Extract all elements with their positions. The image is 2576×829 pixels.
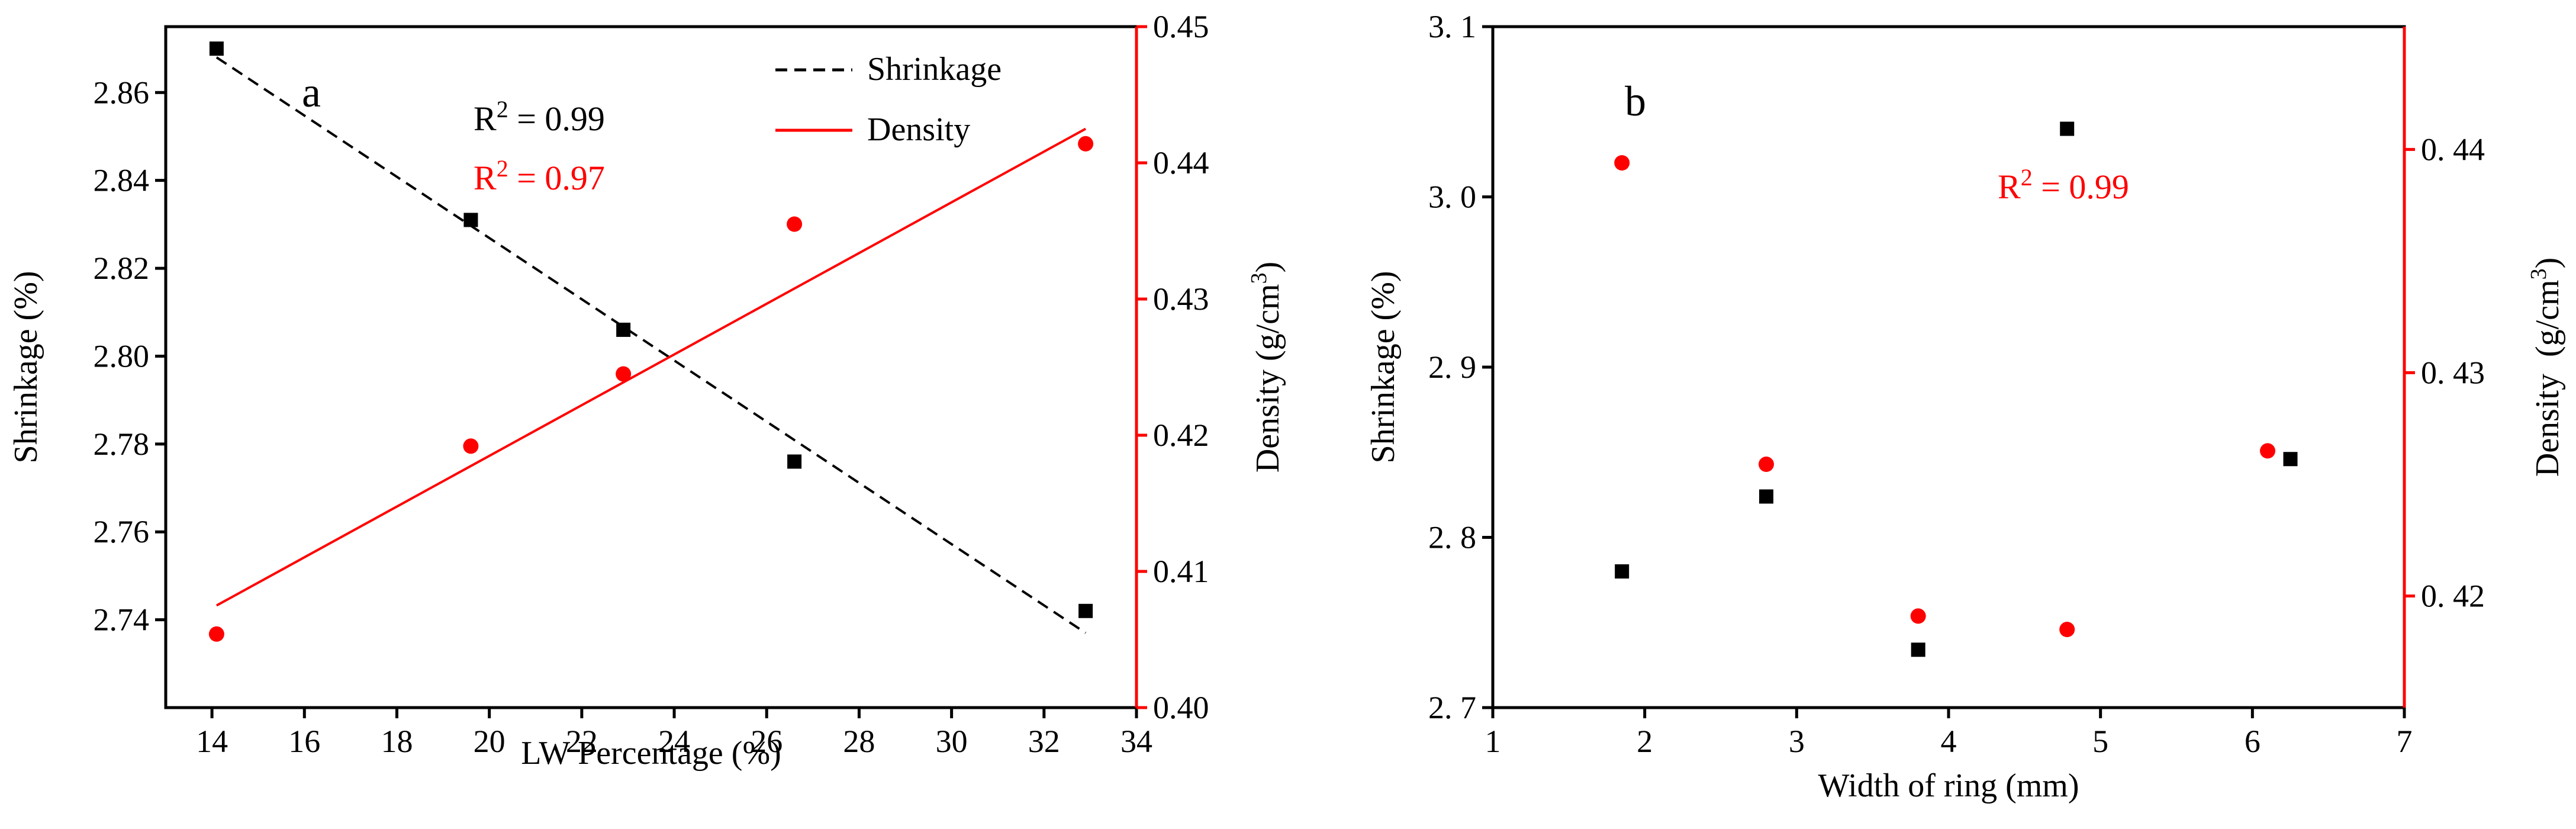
y-right-tick-label: 0.44 <box>1153 145 1209 181</box>
x-axis-title-a: LW Percentage (%) <box>521 735 781 772</box>
point-density <box>787 216 803 232</box>
point-shrinkage <box>1615 564 1630 579</box>
x-tick-label: 14 <box>196 724 228 759</box>
panel-label-a: a <box>302 69 321 116</box>
point-shrinkage <box>1759 489 1773 504</box>
point-shrinkage <box>2283 452 2298 467</box>
point-density <box>616 366 632 382</box>
x-tick-label: 16 <box>288 724 320 759</box>
y-right-tick-label: 0.42 <box>1153 417 1209 453</box>
x-tick-label: 20 <box>474 724 505 759</box>
point-density <box>1614 155 1630 171</box>
x-tick-label: 18 <box>381 724 413 759</box>
y-left-tick-label: 2.86 <box>94 75 150 110</box>
point-density <box>208 626 224 642</box>
y-right-tick-label: 0.41 <box>1153 554 1209 589</box>
point-shrinkage <box>463 213 478 227</box>
x-tick-label: 6 <box>2245 724 2261 759</box>
x-tick-label: 4 <box>1941 724 1957 759</box>
y-axis-left-title-b: Shrinkage (%) <box>1365 271 1402 463</box>
y-left-tick-label: 3. 1 <box>1428 9 1476 44</box>
r2-annotation-density-b: R2 = 0.99 <box>1998 164 2129 207</box>
y-left-tick-label: 2. 7 <box>1428 690 1476 725</box>
x-tick-label: 30 <box>936 724 968 759</box>
fit-line-density <box>215 127 1087 607</box>
x-tick-label: 3 <box>1789 724 1805 759</box>
legend-label-density: Density <box>867 111 970 148</box>
point-shrinkage <box>1078 603 1093 618</box>
y-right-tick-label: 0. 43 <box>2421 355 2485 390</box>
y-axis-left-title-a: Shrinkage (%) <box>8 271 44 463</box>
point-density <box>1910 608 1926 624</box>
x-tick-label: 7 <box>2397 724 2413 759</box>
y-left-tick-label: 2.80 <box>94 338 150 374</box>
y-right-tick-label: 0. 44 <box>2421 131 2485 167</box>
point-density <box>463 438 479 454</box>
point-shrinkage <box>1911 642 1925 657</box>
panel-a: 14 16 18 20 22 24 26 28 30 32 34 2.74 2.76 2.78 2.80 2… <box>8 9 1286 772</box>
y-left-tick-label: 2.82 <box>94 250 150 286</box>
point-density <box>2059 622 2075 638</box>
x-tick-label: 22 <box>566 724 598 759</box>
point-density <box>2260 443 2275 459</box>
x-tick-label: 28 <box>843 724 875 759</box>
point-shrinkage <box>209 41 224 56</box>
fit-line-shrinkage <box>215 56 1087 634</box>
legend-label-shrinkage: Shrinkage <box>867 51 1002 88</box>
x-tick-label: 34 <box>1120 724 1152 759</box>
y-left-tick-label: 2.84 <box>94 163 150 198</box>
y-right-tick-label: 0.45 <box>1153 9 1209 44</box>
point-density <box>1759 457 1774 473</box>
y-right-tick-label: 0.43 <box>1153 281 1209 317</box>
x-tick-label: 1 <box>1485 724 1501 759</box>
x-tick-label: 5 <box>2092 724 2108 759</box>
x-tick-label: 26 <box>751 724 783 759</box>
y-left-tick-label: 2.76 <box>94 514 150 550</box>
point-shrinkage <box>2060 121 2075 136</box>
r2-annotation-shrinkage-a: R2 = 0.99 <box>474 96 605 139</box>
plot-frame-b <box>1491 25 2406 709</box>
point-shrinkage <box>616 322 631 337</box>
r2-annotation-density-a: R2 = 0.97 <box>474 155 605 198</box>
y-left-tick-label: 3. 0 <box>1428 179 1476 215</box>
y-left-tick-label: 2. 8 <box>1428 520 1476 555</box>
y-left-tick-label: 2.78 <box>94 426 150 462</box>
panel-label-b: b <box>1625 78 1646 125</box>
x-tick-label: 32 <box>1028 724 1060 759</box>
y-right-tick-label: 0. 42 <box>2421 578 2485 613</box>
x-tick-label: 2 <box>1637 724 1653 759</box>
y-right-tick-label: 0.40 <box>1153 690 1209 725</box>
x-tick-label: 24 <box>658 724 690 759</box>
point-shrinkage <box>787 454 802 469</box>
y-axis-right-title-a: Density (g/cm3) <box>1247 262 1286 473</box>
x-axis-title-b: Width of ring (mm) <box>1818 767 2079 804</box>
y-left-tick-label: 2. 9 <box>1428 349 1476 385</box>
legend-a: Shrinkage Density <box>775 51 1002 148</box>
panel-b: 1 2 3 4 5 6 7 2. 7 2. 8 2. 9 3. 0 3. 1 0. 42 0. 43 0… <box>1365 9 2566 804</box>
y-left-tick-label: 2.74 <box>94 602 150 638</box>
y-axis-right-title-b: Density (g/cm3) <box>2526 258 2566 477</box>
point-density <box>1078 136 1094 152</box>
